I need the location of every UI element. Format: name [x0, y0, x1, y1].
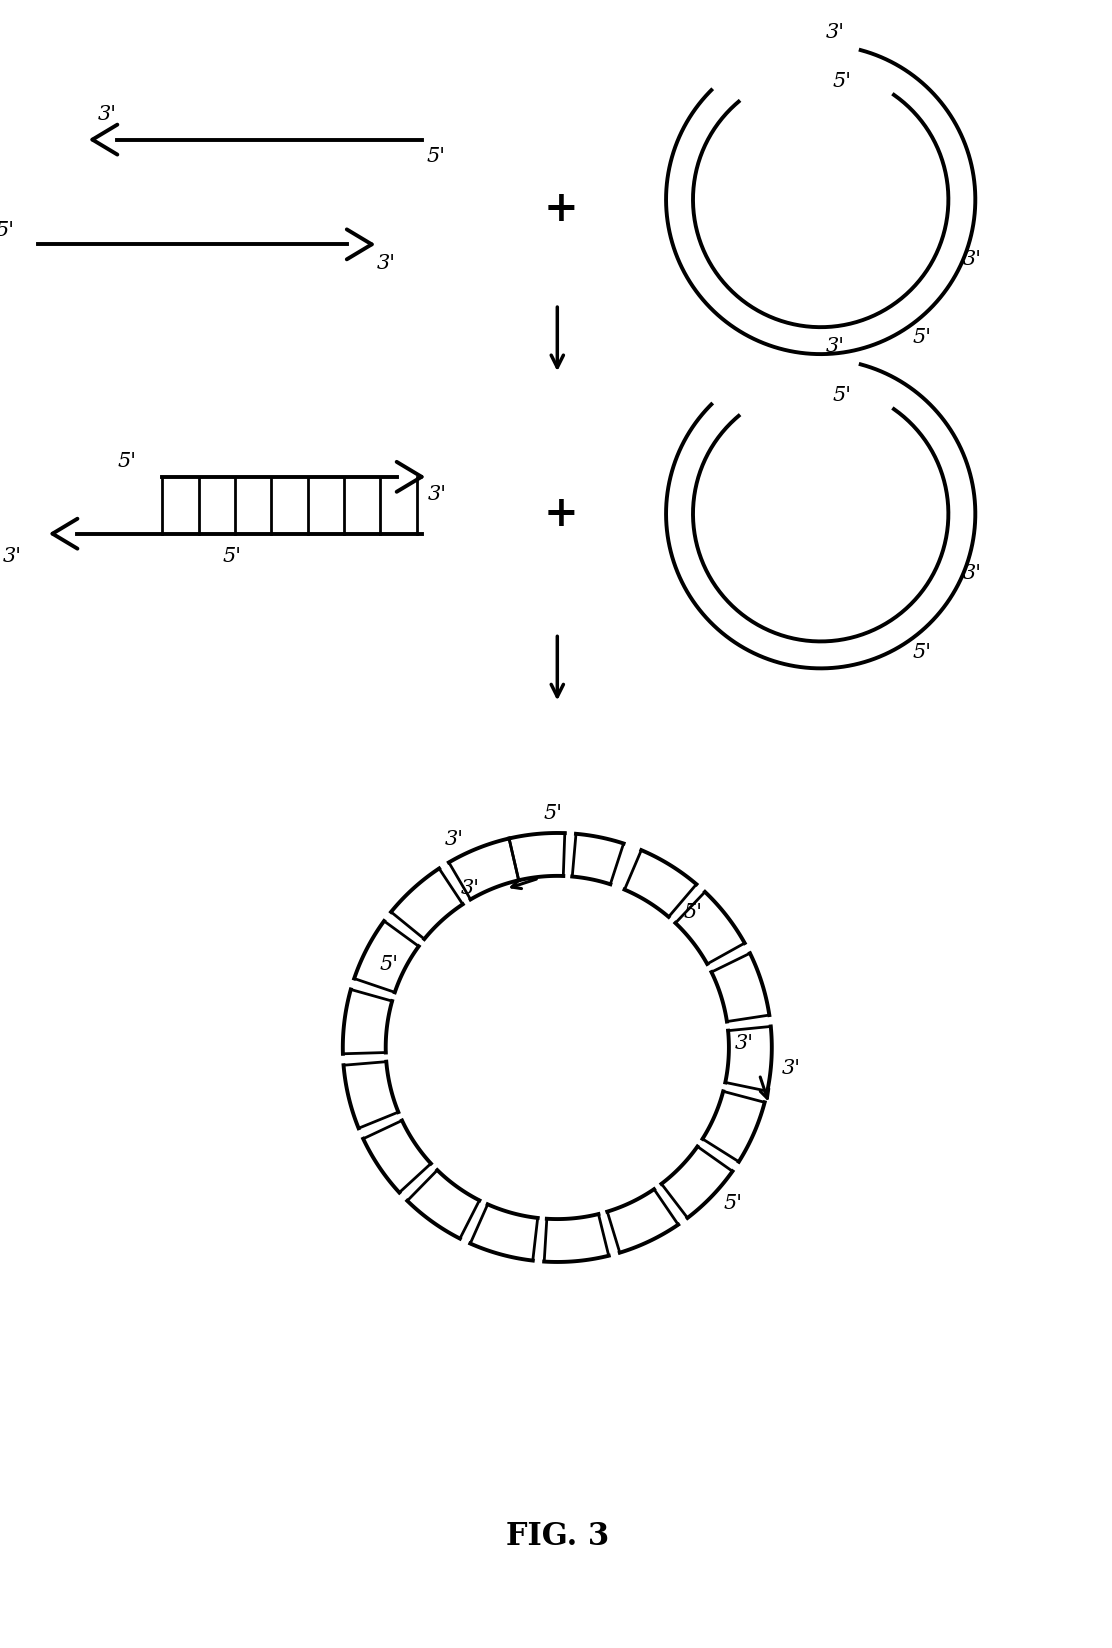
Text: 5': 5' — [832, 386, 851, 405]
Text: 3': 3' — [445, 831, 464, 849]
Text: 5': 5' — [118, 452, 137, 471]
Text: 5': 5' — [913, 328, 932, 348]
Text: 5': 5' — [684, 903, 703, 923]
Text: 5': 5' — [832, 73, 851, 91]
Text: 5': 5' — [427, 147, 446, 165]
Text: 3': 3' — [826, 338, 845, 356]
Text: +: + — [544, 188, 578, 231]
Text: 5': 5' — [724, 1195, 743, 1213]
Text: +: + — [544, 493, 578, 534]
Text: FIG. 3: FIG. 3 — [506, 1521, 609, 1552]
Text: 5': 5' — [0, 221, 14, 241]
Text: 5': 5' — [380, 954, 399, 974]
Text: 3': 3' — [734, 1035, 754, 1053]
Text: 5': 5' — [222, 547, 241, 565]
Text: 3': 3' — [428, 485, 447, 504]
Text: 3': 3' — [2, 547, 21, 565]
Text: 3': 3' — [782, 1060, 801, 1078]
Text: 3': 3' — [826, 23, 845, 43]
Text: 3': 3' — [377, 254, 396, 274]
Text: 3': 3' — [963, 250, 982, 269]
Text: 3': 3' — [963, 564, 982, 583]
Text: 5': 5' — [544, 804, 563, 822]
Text: 3': 3' — [461, 878, 480, 898]
Text: 3': 3' — [98, 105, 117, 124]
Text: 5': 5' — [913, 643, 932, 661]
